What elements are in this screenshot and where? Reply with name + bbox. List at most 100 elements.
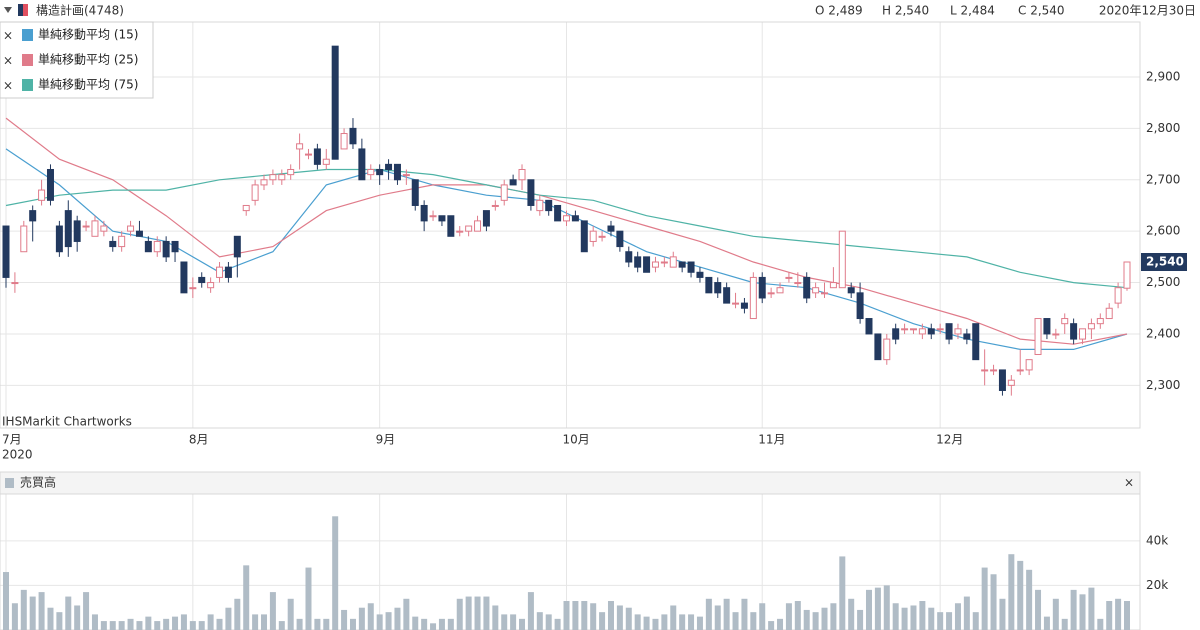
candle-body xyxy=(972,323,980,361)
candle-body xyxy=(963,333,971,340)
candle-body xyxy=(918,328,926,335)
candle-body xyxy=(990,369,998,372)
candle-body xyxy=(260,179,268,186)
x-tick-label: 12月 xyxy=(936,433,963,447)
volume-bar xyxy=(3,572,9,630)
candle-body xyxy=(909,328,917,331)
volume-bar xyxy=(1008,554,1015,630)
volume-bar xyxy=(145,616,152,630)
candle-body xyxy=(385,163,393,170)
moving-average-line xyxy=(5,117,1128,345)
volume-bar xyxy=(438,618,445,630)
volume-bar xyxy=(501,614,508,630)
candle-body xyxy=(242,204,250,212)
volume-bar xyxy=(803,609,810,630)
candle-body xyxy=(55,225,63,253)
volume-bar xyxy=(269,592,276,630)
candle-body xyxy=(1016,369,1024,372)
volume-bar xyxy=(1026,569,1033,630)
candle-body xyxy=(447,215,455,237)
candle-body xyxy=(625,251,633,263)
volume-bar xyxy=(278,621,285,630)
volume-bar xyxy=(519,618,526,630)
candle-body xyxy=(73,220,81,242)
candle-body xyxy=(82,225,90,228)
candle-body xyxy=(162,240,170,258)
volume-bar xyxy=(341,609,348,630)
volume-bar xyxy=(750,612,757,630)
volume-bar xyxy=(981,567,988,630)
candle-body xyxy=(304,153,312,156)
legend-remove[interactable]: × xyxy=(3,54,13,68)
volume-bar xyxy=(910,605,917,630)
candle-body xyxy=(1025,359,1033,371)
volume-bar xyxy=(296,618,303,630)
legend-remove[interactable]: × xyxy=(3,79,13,93)
candle-body xyxy=(571,215,579,222)
candle-body xyxy=(189,287,197,290)
candle-body xyxy=(660,261,668,264)
volume-bar xyxy=(323,618,330,630)
volume-bar xyxy=(652,618,659,630)
candle-body xyxy=(838,230,846,289)
volume-bar xyxy=(252,614,259,630)
x-tick-label: 10月 xyxy=(563,433,590,447)
x-tick-label: 8月 xyxy=(189,433,209,447)
volume-bar xyxy=(83,592,90,630)
volume-bar xyxy=(616,605,623,630)
legend-remove[interactable]: × xyxy=(3,29,13,43)
close-button[interactable]: × xyxy=(1124,476,1134,490)
watermark: IHSMarkit Chartworks xyxy=(2,415,132,429)
volume-bar xyxy=(536,612,543,630)
y-tick-label: 2,600 xyxy=(1146,224,1180,238)
volume-bar xyxy=(20,589,27,630)
volume-bar xyxy=(207,614,214,630)
volume-bar xyxy=(11,603,18,630)
volume-bar xyxy=(857,609,864,630)
volume-bar xyxy=(919,601,926,630)
volume-bar xyxy=(483,596,490,630)
volume-bar xyxy=(714,605,721,630)
y-tick-label: 40k xyxy=(1146,533,1168,547)
collapse-arrow[interactable] xyxy=(4,7,12,13)
low-value: L 2,484 xyxy=(950,4,995,18)
volume-bar xyxy=(385,612,392,630)
volume-bar xyxy=(812,612,819,630)
candle-body xyxy=(331,45,339,160)
volume-bar xyxy=(394,607,401,630)
candle-body xyxy=(1079,328,1087,340)
volume-bar xyxy=(38,592,45,630)
candle-body xyxy=(64,210,72,248)
candle-body xyxy=(794,282,802,285)
volume-bar xyxy=(732,612,739,630)
candle-body xyxy=(847,287,855,294)
candle-body xyxy=(322,158,330,165)
volume-bar xyxy=(954,603,961,630)
volume-bar xyxy=(332,516,339,630)
volume-bar xyxy=(447,618,454,630)
last-price-label: 2,540 xyxy=(1146,255,1184,269)
volume-bar xyxy=(563,601,570,630)
x-tick-label: 7月 xyxy=(2,433,22,447)
volume-bar xyxy=(261,614,268,630)
volume-bar xyxy=(56,612,63,630)
volume-bar xyxy=(661,614,668,630)
volume-bar xyxy=(946,612,953,630)
close-value: C 2,540 xyxy=(1018,4,1065,18)
candle-body xyxy=(1114,287,1122,304)
volume-bar xyxy=(287,598,294,630)
y-tick-label: 2,500 xyxy=(1146,275,1180,289)
candle-body xyxy=(1052,333,1060,336)
candle-body xyxy=(29,210,37,222)
volume-bar xyxy=(109,621,116,630)
candle-body xyxy=(669,256,677,268)
volume-bar xyxy=(554,618,561,630)
volume-bar xyxy=(1035,589,1042,630)
candle-body xyxy=(135,230,143,237)
candle-body xyxy=(527,179,535,206)
volume-bar xyxy=(1115,598,1122,630)
volume-bar xyxy=(759,603,766,630)
candle-body xyxy=(251,184,259,201)
candle-body xyxy=(927,328,935,335)
